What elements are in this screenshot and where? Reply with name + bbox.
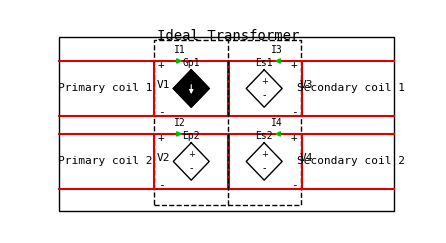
Text: I2: I2 [174,118,186,128]
Text: I3: I3 [271,45,283,55]
Text: Ep2: Ep2 [182,131,200,141]
Text: Secondary coil 2: Secondary coil 2 [297,156,405,166]
Text: I1: I1 [174,45,186,55]
Bar [228,134,302,189]
Polygon shape [173,143,209,180]
Text: -: - [291,107,298,117]
Text: +: + [158,133,165,143]
Text: Primary coil 1: Primary coil 1 [58,84,153,94]
Text: Gp1: Gp1 [182,58,200,68]
Text: -: - [262,91,266,101]
Polygon shape [246,143,282,180]
Text: Es1: Es1 [256,58,273,68]
Bar [154,134,228,189]
Text: -: - [262,164,266,174]
Text: +: + [261,77,268,86]
Text: V3: V3 [299,80,313,90]
Polygon shape [173,70,209,107]
Text: Primary coil 2: Primary coil 2 [58,156,153,166]
Polygon shape [246,70,282,107]
Bar [154,61,228,116]
Text: +: + [291,133,298,143]
Text: -: - [291,180,298,190]
Text: +: + [291,60,298,70]
Text: +: + [188,150,195,159]
Text: -: - [158,180,165,190]
Text: +: + [261,150,268,159]
Text: -: - [190,164,193,174]
Text: V1: V1 [157,80,170,90]
Text: +: + [158,60,165,70]
Bar [228,61,302,116]
Text: V2: V2 [157,153,170,163]
Text: V4: V4 [299,153,313,163]
Text: -: - [158,107,165,117]
Text: Secondary coil 1: Secondary coil 1 [297,84,405,94]
Text: Es2: Es2 [256,131,273,141]
Text: Ideal Transformer: Ideal Transformer [157,29,300,43]
Bar [154,40,301,205]
Text: I4: I4 [271,118,283,128]
